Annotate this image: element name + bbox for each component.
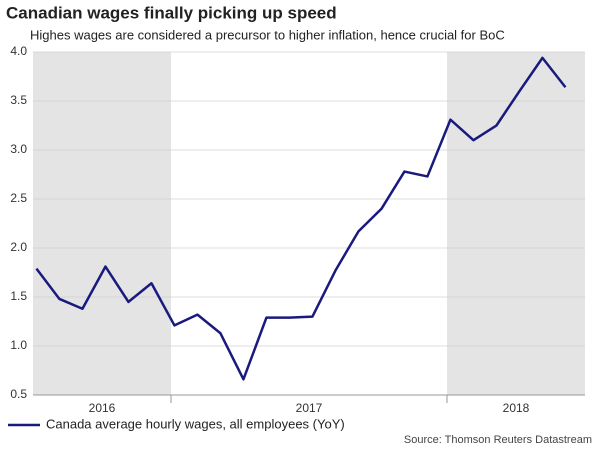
y-tick-label: 2.5 <box>10 191 27 205</box>
y-tick-label: 1.5 <box>10 289 27 303</box>
y-tick-label: 1.0 <box>10 338 27 352</box>
year-band <box>447 52 585 395</box>
x-tick-label: 2017 <box>296 401 323 415</box>
y-tick-label: 2.0 <box>10 240 27 254</box>
y-tick-label: 3.5 <box>10 93 27 107</box>
source: Source: Thomson Reuters Datastream <box>404 434 592 446</box>
x-tick-label: 2018 <box>503 401 530 415</box>
x-tick-label: 2016 <box>89 401 116 415</box>
series-line <box>35 56 567 381</box>
y-tick-label: 4.0 <box>10 44 27 58</box>
y-tick-label: 0.5 <box>10 387 27 401</box>
year-band <box>33 52 171 395</box>
y-tick-label: 3.0 <box>10 142 27 156</box>
chart-title: Canadian wages finally picking up speed <box>6 3 337 22</box>
legend-label: Canada average hourly wages, all employe… <box>46 416 345 431</box>
chart-subtitle: Highes wages are considered a precursor … <box>30 27 505 42</box>
